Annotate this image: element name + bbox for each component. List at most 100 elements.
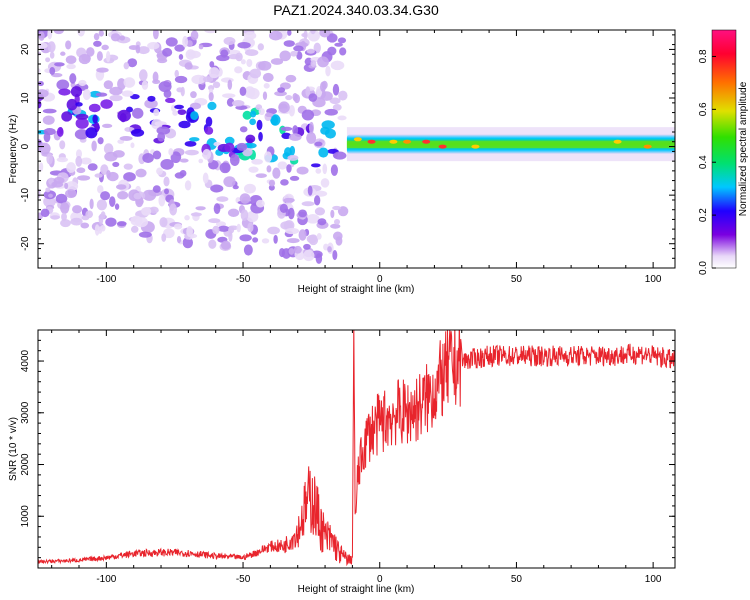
spectrogram-noise-blob [170,151,182,164]
spectrogram-noise-blob [208,239,217,249]
spectrogram-noise-blob [316,232,322,240]
spectrogram-noise-blob [100,211,106,220]
spectrogram-noise-blob [314,195,321,206]
spectrogram-noise-blob [314,141,323,147]
snr-x-tick-label: 100 [645,574,662,585]
spectrogram-noise-blob [38,42,48,49]
spectrogram-noise-blob [329,97,341,105]
snr-x-axis-title: Height of straight line (km) [298,584,415,595]
spectrogram-noise-blob [130,128,145,137]
spectrogram-noise-blob [310,163,321,168]
spectrogram-y-axis-title: Frequency (Hz) [8,115,19,184]
spectrogram-noise-blob [93,40,102,47]
spectrogram-noise-blob [96,67,109,73]
spectrogram-noise-blob [251,158,263,165]
spectrogram-noise-blob [112,161,120,167]
colorbar-tick-label: 0.8 [698,49,709,63]
spectrogram-noise-blob [239,234,252,242]
spectrogram-noise-blob [202,172,209,184]
spectrogram-noise-blob [255,173,267,178]
spectrogram-noise-blob [293,45,304,52]
spectrogram-noise-blob [298,209,307,218]
colorbar-tick-label: 0.2 [698,208,709,222]
spectrogram-noise-blob [288,247,295,255]
spectrogram-noise-blob [149,206,159,214]
spectrogram-noise-blob [75,117,89,129]
spectrogram-noise-blob [243,183,256,194]
spectrogram-noise-blob [163,176,170,187]
colorbar-tick-label: 0.0 [698,261,709,275]
spectrogram-noise-blob [286,164,292,173]
spectrogram-noise-blob [104,151,118,162]
spectrogram-noise-blob [156,126,171,135]
spectrogram-noise-blob [123,163,133,170]
spectrogram-noise-blob [184,62,193,70]
spectrogram-noise-blob [220,49,229,58]
spectrogram-noise-blob [61,212,67,222]
spectrogram-noise-blob [280,179,289,186]
spectrogram-noise-blob [152,185,161,193]
spectrogram-noise-blob [202,76,214,83]
spectrogram-noise-blob [121,90,134,97]
spectrogram-noise-blob [66,98,78,111]
spectrogram-noise-blob [38,142,51,155]
spectrogram-noise-blob [89,198,94,210]
spectrogram-noise-blob [247,222,254,233]
spectrogram-noise-blob [40,208,50,218]
spectrogram-noise-blob [56,127,64,137]
spectrogram-noise-blob [138,69,148,82]
spectrogram-noise-blob [278,101,290,114]
spectrogram-noise-blob [293,245,302,254]
spectrogram-noise-blob [262,91,268,100]
spectrogram-noise-blob [130,142,135,149]
spectrogram-noise-blob [180,86,185,97]
spectrogram-noise-blob [78,53,91,65]
spectrogram-noise-blob [263,82,270,89]
spectrogram-noise-blob [244,49,259,56]
colorbar-bar [711,29,737,269]
spectrogram-noise-blob [236,223,241,233]
spectrogram-noise-blob [209,61,215,68]
spectrogram-noise-blob [330,209,335,219]
spectrogram-noise-blob [184,140,197,147]
spectrogram-noise-blob [117,190,129,200]
spectrogram-noise-blob [320,178,330,188]
spectrogram-noise-blob [310,60,317,67]
spectrogram-x-tick-label: 0 [377,274,383,285]
spectrogram-noise-blob [92,114,98,124]
spectrogram-y-tick-label: 10 [20,92,31,104]
spectrogram-noise-blob [315,253,323,264]
spectrogram-noise-blob [91,140,97,152]
snr-series-line [38,330,675,567]
spectrogram-noise-blob [249,118,256,126]
spectrogram-noise-blob [70,217,83,226]
snr-y-tick-label: 1000 [20,505,31,528]
spectrogram-x-axis-title: Height of straight line (km) [298,284,415,295]
spectrogram-noise-blob [239,193,251,204]
spectrogram-noise-blob [189,102,202,110]
spectrogram-noise-blob [232,185,239,190]
spectrogram-noise-blob [38,68,41,74]
spectrogram-noise-blob [43,196,56,208]
spectrogram-noise-blob [102,123,113,129]
spectrogram-noise-blob [173,223,183,230]
spectrogram-noise-blob [335,236,343,246]
spectrogram-noise-blob [258,60,272,71]
spectrogram-noise-blob [51,181,64,188]
spectrogram-noise-blob [39,162,44,172]
snr-y-tick-label: 3000 [20,401,31,424]
spectrogram-noise-blob [322,163,328,175]
spectrogram-noise-blob [103,80,114,90]
spectrogram-noise-blob [59,140,66,150]
spectrogram-noise-blob [288,104,295,117]
snr-x-tick-label: 50 [511,574,523,585]
spectrogram-noise-blob [245,142,253,149]
spectrogram-noise-blob [182,35,188,48]
spectrogram-noise-blob [184,180,192,191]
spectrogram-noise-blob [115,184,127,190]
spectrogram-noise-blob [162,47,173,57]
spectrogram-noise-blob [235,105,248,110]
spectrogram-noise-blob [93,32,100,41]
spectrogram-noise-blob [270,58,284,65]
spectrogram-y-tick-label: 0 [20,143,31,149]
